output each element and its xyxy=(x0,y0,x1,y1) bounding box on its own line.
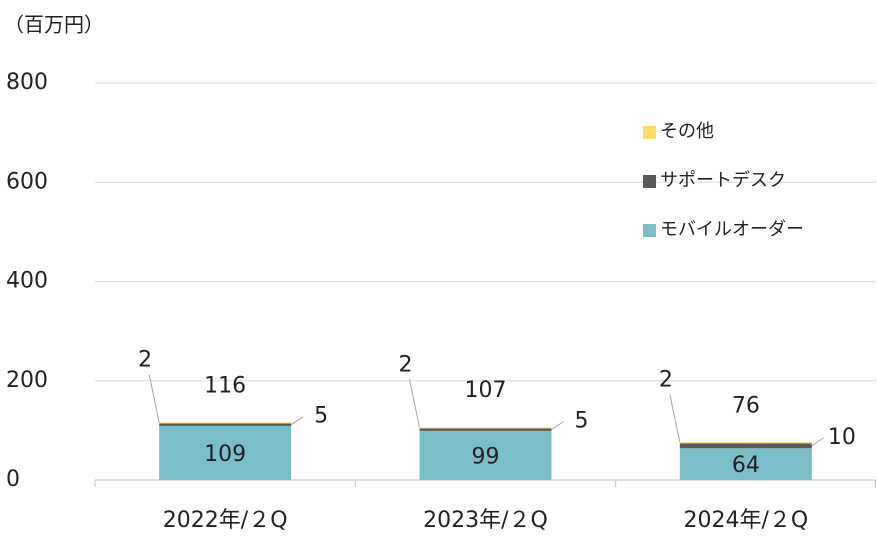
y-tick-label: 0 xyxy=(6,467,20,492)
bar-segment xyxy=(419,428,552,431)
bar-segment xyxy=(679,448,812,480)
data-label: 99 xyxy=(472,444,500,469)
total-label: 76 xyxy=(732,393,760,418)
bar-segment xyxy=(159,423,292,426)
bar-segment xyxy=(679,442,812,444)
y-tick-label: 600 xyxy=(6,169,48,194)
legend-label: モバイルオーダー xyxy=(660,219,804,240)
leader-line xyxy=(551,421,564,431)
bar-segment xyxy=(159,422,292,424)
y-tick-label: 200 xyxy=(6,368,48,393)
leader-line xyxy=(148,374,160,423)
bar-segment xyxy=(419,430,552,480)
leader-line xyxy=(669,394,681,443)
legend-label: サポートデスク xyxy=(660,170,786,191)
data-label: 5 xyxy=(314,404,328,429)
y-axis-unit: （百万円） xyxy=(4,13,104,37)
bar-segment xyxy=(419,427,552,429)
bar-segment xyxy=(159,425,292,480)
data-label: 64 xyxy=(732,453,760,478)
total-label: 116 xyxy=(204,373,246,398)
data-label: 109 xyxy=(204,442,246,467)
legend-swatch xyxy=(643,224,656,237)
y-tick-label: 400 xyxy=(6,269,48,294)
x-tick-label: 2024年/２Q xyxy=(683,508,808,533)
data-label: 2 xyxy=(138,347,152,372)
data-label: 2 xyxy=(659,367,673,392)
bar-segment xyxy=(679,443,812,449)
x-tick-label: 2023年/２Q xyxy=(423,508,548,533)
x-tick-label: 2022年/２Q xyxy=(163,508,288,533)
legend-label: その他 xyxy=(660,121,714,142)
data-label: 5 xyxy=(575,409,589,434)
data-label: 2 xyxy=(399,352,413,377)
total-label: 107 xyxy=(465,378,507,403)
legend-swatch xyxy=(643,175,656,188)
legend-swatch xyxy=(643,126,656,139)
leader-line xyxy=(290,416,304,426)
data-label: 10 xyxy=(828,425,856,450)
leader-line xyxy=(811,437,825,447)
leader-line xyxy=(409,379,420,428)
y-tick-label: 800 xyxy=(6,70,48,95)
